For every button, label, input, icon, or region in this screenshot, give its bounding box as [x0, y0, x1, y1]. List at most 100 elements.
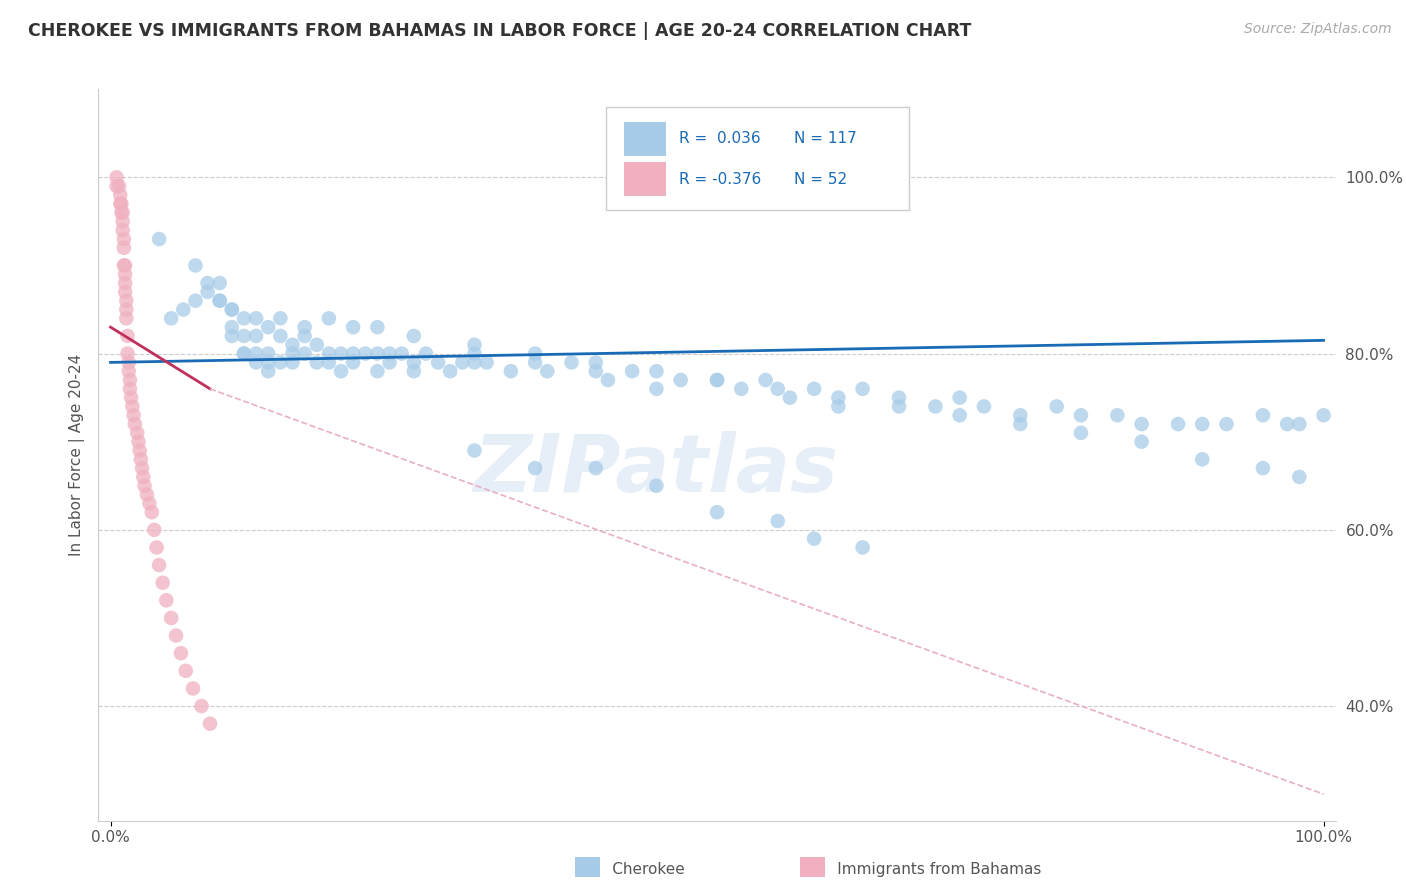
Point: [1191, 452, 1213, 467]
Text: ZIPatlas: ZIPatlas: [472, 431, 838, 508]
Point: [463, 443, 485, 458]
Point: [1046, 400, 1069, 414]
Point: [221, 302, 243, 317]
Point: [148, 558, 170, 572]
Point: [281, 346, 304, 360]
Point: [366, 320, 388, 334]
Point: [170, 646, 193, 660]
FancyBboxPatch shape: [624, 122, 666, 156]
FancyBboxPatch shape: [800, 857, 825, 877]
Point: [294, 346, 316, 360]
Point: [427, 355, 450, 369]
Point: [245, 311, 267, 326]
Point: [172, 302, 194, 317]
Point: [181, 681, 204, 696]
Text: N = 117: N = 117: [794, 131, 856, 146]
Point: [645, 364, 668, 378]
Point: [148, 232, 170, 246]
Point: [118, 382, 141, 396]
Point: [245, 329, 267, 343]
Point: [305, 338, 328, 352]
Point: [118, 355, 141, 369]
Point: [257, 320, 280, 334]
Point: [1288, 470, 1310, 484]
Point: [184, 259, 207, 273]
Point: [221, 302, 243, 317]
Y-axis label: In Labor Force | Age 20-24: In Labor Force | Age 20-24: [69, 354, 84, 556]
Text: Source: ZipAtlas.com: Source: ZipAtlas.com: [1244, 22, 1392, 37]
Point: [524, 346, 547, 360]
Point: [115, 293, 138, 308]
Point: [233, 311, 256, 326]
Point: [463, 346, 485, 360]
Point: [117, 329, 139, 343]
Point: [165, 629, 187, 643]
Point: [949, 409, 972, 423]
Point: [645, 382, 668, 396]
Point: [378, 346, 401, 360]
Point: [115, 311, 138, 326]
Point: [269, 311, 291, 326]
Point: [852, 382, 875, 396]
Point: [378, 355, 401, 369]
Point: [366, 346, 388, 360]
Point: [451, 355, 474, 369]
Point: [1275, 417, 1298, 431]
Point: [105, 179, 128, 194]
Point: [114, 267, 136, 281]
Point: [114, 259, 136, 273]
Point: [111, 214, 134, 228]
Text: R = -0.376: R = -0.376: [679, 171, 761, 186]
Point: [129, 452, 152, 467]
Point: [257, 364, 280, 378]
Point: [110, 188, 132, 202]
Point: [318, 346, 340, 360]
Point: [803, 532, 825, 546]
Point: [524, 461, 547, 475]
Point: [621, 364, 644, 378]
Point: [475, 355, 498, 369]
Point: [560, 355, 582, 369]
Point: [197, 276, 219, 290]
Point: [108, 179, 131, 194]
Point: [122, 409, 145, 423]
Point: [887, 400, 910, 414]
Point: [973, 400, 995, 414]
Point: [124, 417, 146, 431]
Point: [730, 382, 752, 396]
Point: [184, 293, 207, 308]
Point: [949, 391, 972, 405]
Point: [118, 364, 141, 378]
Point: [118, 373, 141, 387]
Point: [112, 241, 135, 255]
Point: [585, 461, 607, 475]
Point: [198, 716, 221, 731]
Point: [1312, 409, 1334, 423]
Point: [366, 364, 388, 378]
Point: [1130, 417, 1153, 431]
Point: [803, 382, 825, 396]
Point: [257, 346, 280, 360]
Point: [281, 355, 304, 369]
Point: [257, 355, 280, 369]
Point: [706, 373, 728, 387]
Point: [233, 346, 256, 360]
Text: Immigrants from Bahamas: Immigrants from Bahamas: [808, 863, 1042, 877]
Point: [136, 487, 159, 501]
Point: [330, 364, 353, 378]
Point: [114, 285, 136, 299]
Point: [924, 400, 946, 414]
Point: [402, 364, 425, 378]
Point: [342, 320, 364, 334]
Point: [110, 196, 132, 211]
Point: [1191, 417, 1213, 431]
Point: [706, 373, 728, 387]
Point: [208, 293, 231, 308]
Point: [1010, 417, 1032, 431]
Point: [127, 434, 149, 449]
Point: [669, 373, 692, 387]
Point: [402, 329, 425, 343]
Point: [197, 285, 219, 299]
Point: [415, 346, 437, 360]
Point: [1130, 434, 1153, 449]
